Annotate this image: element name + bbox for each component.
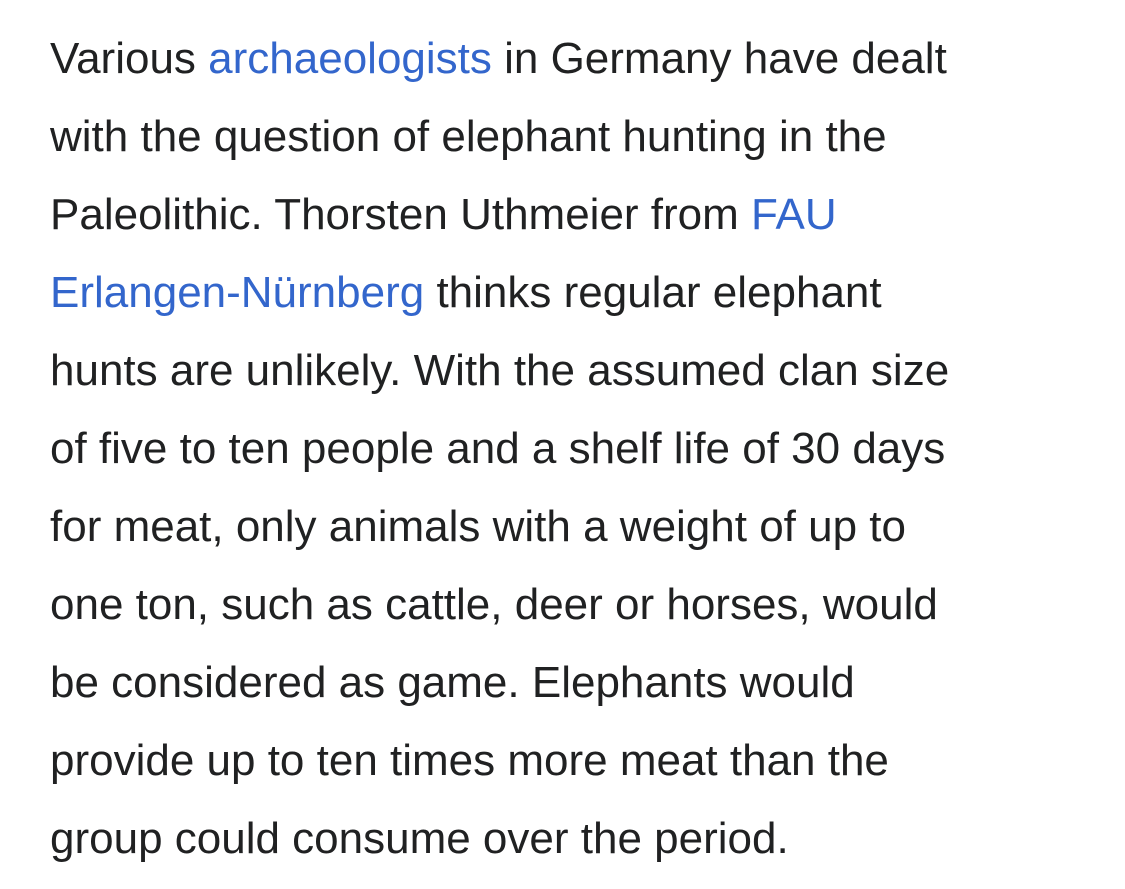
text-segment: Various [50, 34, 209, 83]
link-fau-erlangen-nurnberg-continued[interactable]: Erlangen-Nürnberg [50, 268, 425, 317]
text-line-9: be considered as game. Elephants would [50, 658, 855, 707]
text-line-2: with the question of elephant hunting in… [50, 112, 887, 161]
text-line-4: Erlangen-Nürnberg thinks regular elephan… [50, 254, 1110, 332]
text-line-6: of five to ten people and a shelf life o… [50, 424, 946, 473]
text-line-3: Paleolithic. Thorsten Uthmeier from FAU [50, 176, 1110, 254]
text-line-5: hunts are unlikely. With the assumed cla… [50, 346, 950, 395]
article-body: Various archaeologists in Germany have d… [50, 20, 1110, 878]
text-segment: thinks regular elephant [424, 268, 882, 317]
article-paragraph: Various archaeologists in Germany have d… [50, 20, 1110, 878]
text-line-11: group could consume over the period. [50, 814, 789, 863]
text-line-7: for meat, only animals with a weight of … [50, 502, 906, 551]
link-archaeologists[interactable]: archaeologists [208, 34, 492, 83]
text-segment: in Germany have dealt [491, 34, 947, 83]
text-line-10: provide up to ten times more meat than t… [50, 736, 889, 785]
text-segment: Paleolithic. Thorsten Uthmeier from [50, 190, 752, 239]
link-fau-erlangen-nurnberg[interactable]: FAU [751, 190, 837, 239]
text-line-8: one ton, such as cattle, deer or horses,… [50, 580, 938, 629]
text-line-1: Various archaeologists in Germany have d… [50, 20, 1110, 98]
